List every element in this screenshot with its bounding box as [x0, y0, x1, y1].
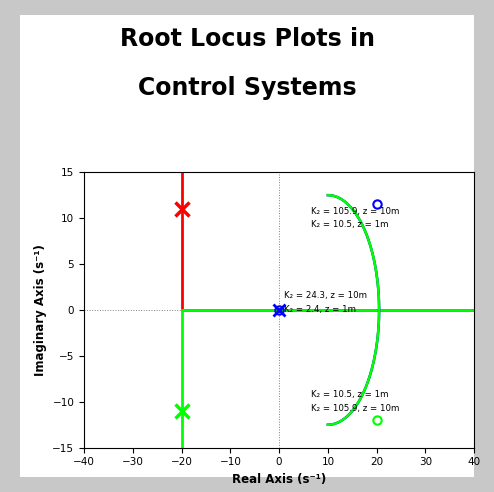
X-axis label: Real Axis (s⁻¹): Real Axis (s⁻¹) — [232, 473, 326, 486]
Y-axis label: Imaginary Axis (s⁻¹): Imaginary Axis (s⁻¹) — [34, 244, 47, 376]
Text: K₂ = 10.5, z = 1m: K₂ = 10.5, z = 1m — [311, 390, 388, 399]
Text: K₂ = 2.4, z = 1m: K₂ = 2.4, z = 1m — [284, 305, 356, 314]
Text: K₂ = 10.5, z = 1m: K₂ = 10.5, z = 1m — [311, 220, 388, 229]
Text: K₂ = 105.9, z = 10m: K₂ = 105.9, z = 10m — [311, 404, 399, 413]
Text: K₂ = 105.9, z = 10m: K₂ = 105.9, z = 10m — [311, 207, 399, 215]
Text: K₂ = 24.3, z = 10m: K₂ = 24.3, z = 10m — [284, 291, 367, 300]
Text: Root Locus Plots in: Root Locus Plots in — [120, 27, 374, 51]
Text: Control Systems: Control Systems — [138, 76, 356, 100]
